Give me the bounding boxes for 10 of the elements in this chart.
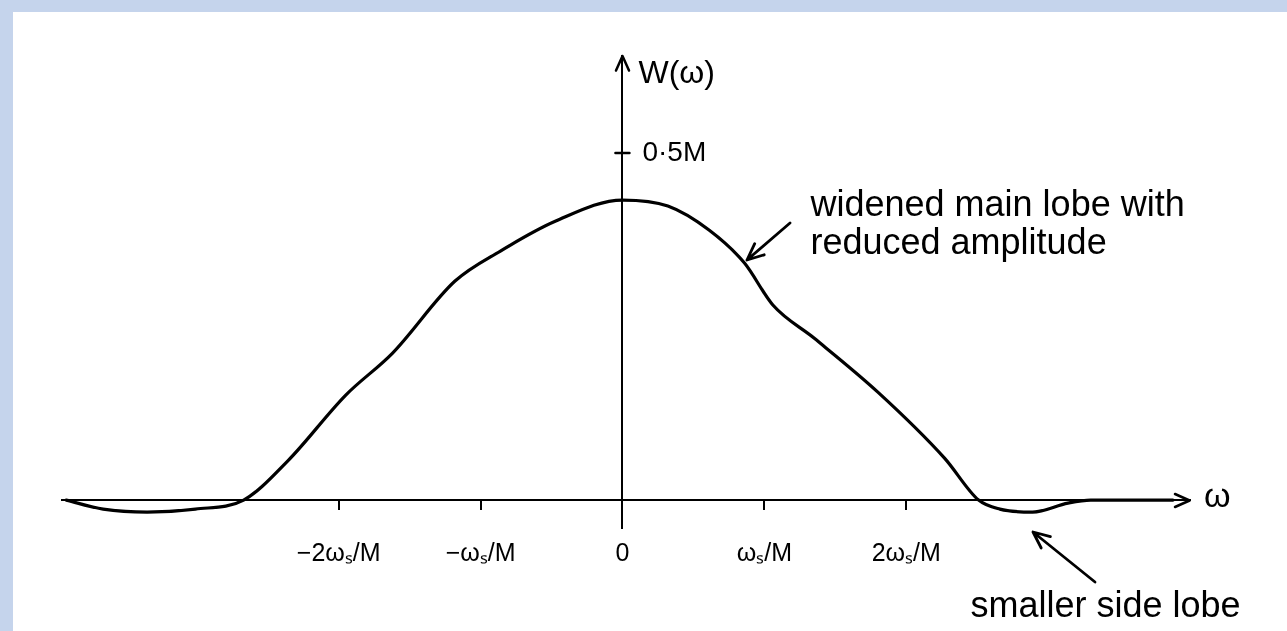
x-axis-title: ω [1204, 476, 1231, 515]
x-tick-label: 2ωₛ/M [871, 537, 941, 566]
x-tick-label: 0 [615, 537, 630, 566]
text: 0·5M [642, 135, 707, 167]
annotation: smaller side lobe [970, 584, 1241, 626]
x-tick-label: −ωₛ/M [445, 537, 516, 566]
annotation: widened main lobe with reduced amplitude [809, 183, 1185, 262]
y-axis-title: W(ω) [638, 53, 715, 90]
x-tick-label: ωₛ/M [736, 537, 792, 566]
x-tick-label: −2ωₛ/M [296, 537, 381, 566]
